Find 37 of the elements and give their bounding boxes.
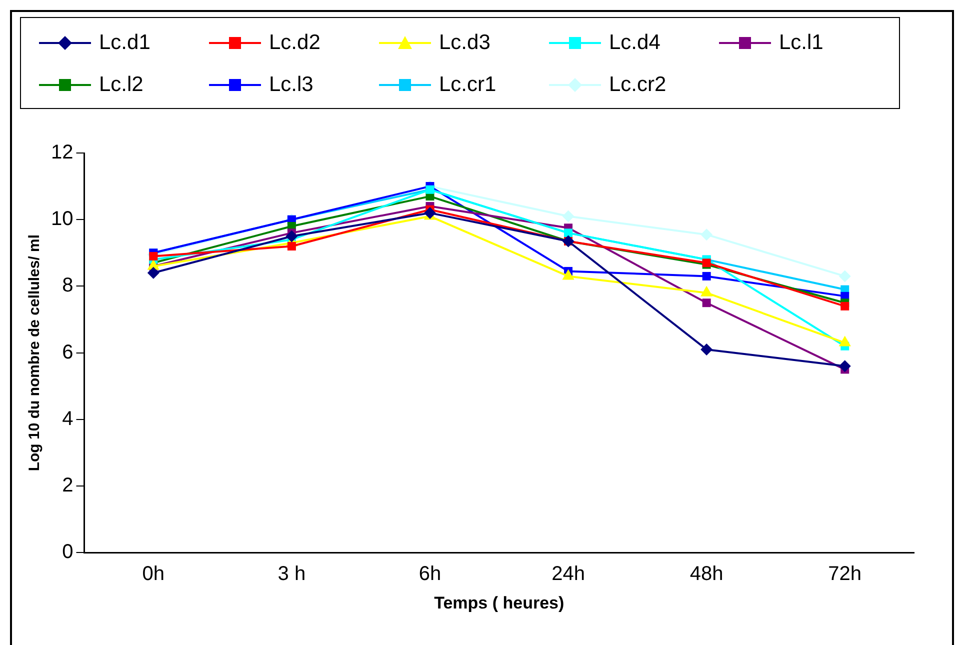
point [287,242,296,250]
point [700,228,713,241]
legend-label: Lc.l2 [99,73,144,97]
y-tick-label: 4 [62,408,74,430]
y-tick-label: 12 [50,142,74,164]
point [838,360,851,372]
legend-label: Lc.cr1 [439,73,496,97]
x-tick-label: 3 h [278,563,306,586]
point [562,210,574,222]
x-tick-label: 24h [552,563,585,586]
x-tick-label: 48h [690,563,724,586]
legend-label: Lc.d4 [609,31,660,55]
legend-label: Lc.d3 [439,31,490,55]
point [838,270,851,282]
legend-label: Lc.cr2 [609,73,666,97]
y-tick-label: 2 [62,474,74,497]
y-tick-label: 10 [50,208,74,230]
y-axis-title: Log 10 du nombre de cellules/ ml [26,234,44,472]
point [149,252,158,260]
y-tick-label: 8 [62,274,74,297]
legend-label: Lc.l1 [779,31,824,55]
point [286,230,298,242]
point [702,298,711,308]
legend-label: Lc.d1 [99,31,150,55]
point [702,272,711,280]
legend-label: Lc.l3 [269,73,314,97]
point [147,266,160,279]
x-tick-label: 72h [828,563,862,586]
point [700,343,713,356]
y-tick-label: 0 [62,541,74,564]
legend-label: Lc.d2 [269,31,320,55]
x-tick-label: 6h [418,563,442,586]
x-axis-title: Temps ( heures) [434,593,564,612]
point [424,206,436,219]
x-tick-label: 0h [142,563,165,586]
y-tick-label: 6 [62,341,74,364]
point [840,302,850,310]
